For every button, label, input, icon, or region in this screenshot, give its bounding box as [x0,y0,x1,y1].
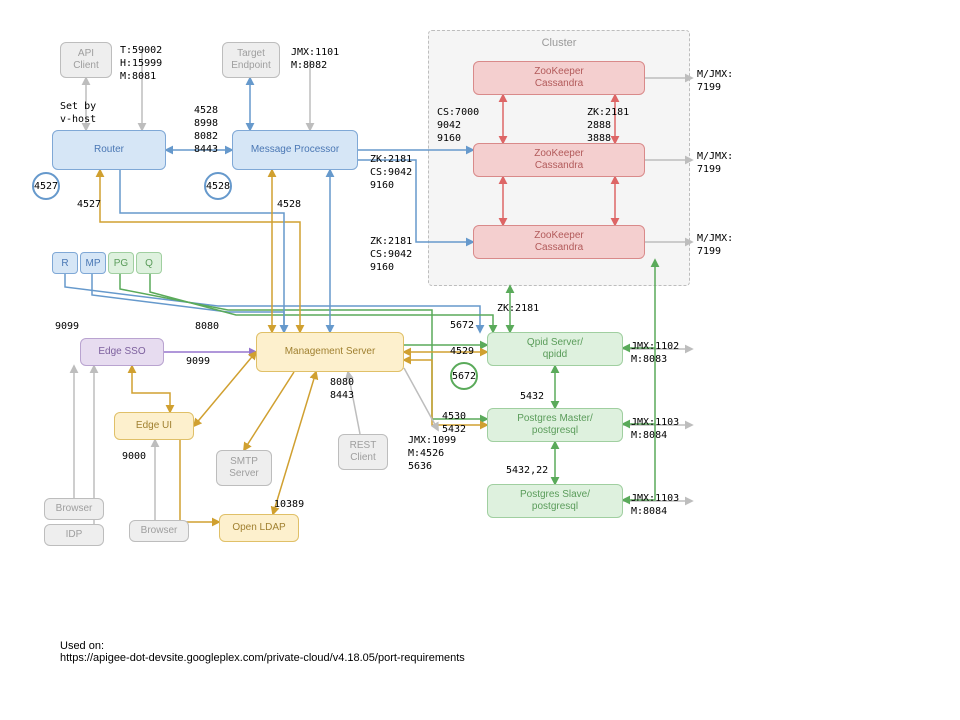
port-label: 9099 [186,355,210,368]
edge [180,440,219,522]
node-label: Edge UI [136,420,172,433]
port-label: 9000 [122,450,146,463]
node-api_client: API Client [60,42,112,78]
loop-label: 4527 [34,180,58,193]
port-label: ZK:2181 CS:9042 9160 [370,153,412,192]
port-label: 5432 [520,390,544,403]
port-label: ZK:2181 2888 3888 [587,106,629,145]
port-label: 4529 [450,345,474,358]
node-label: Browser [56,503,93,516]
node-pgslave: Postgres Slave/ postgresql [487,484,623,518]
node-smtp: SMTP Server [216,450,272,486]
node-router: Router [52,130,166,170]
node-idp: IDP [44,524,104,546]
node-label: ZooKeeper Cassandra [534,148,583,173]
tiny-label: MP [86,258,101,269]
port-label: JMX:1099 M:4526 5636 [408,434,456,473]
port-label: 4530 5432 [442,410,466,436]
node-pgmaster: Postgres Master/ postgresql [487,408,623,442]
port-label: 9099 [55,320,79,333]
node-browser1: Browser [44,498,104,520]
node-label: ZooKeeper Cassandra [534,230,583,255]
node-label: Router [94,144,124,157]
footer-text: Used on: https://apigee-dot-devsite.goog… [60,640,465,664]
tiny-q: Q [136,252,162,274]
node-rest: REST Client [338,434,388,470]
node-label: Browser [141,525,178,538]
node-label: Postgres Slave/ postgresql [520,489,590,514]
tiny-mp: MP [80,252,106,274]
port-label: 8080 8443 [330,376,354,402]
edge [273,372,316,514]
tiny-r: R [52,252,78,274]
tiny-label: PG [114,258,128,269]
node-label: REST Client [350,440,377,465]
node-target_ep: Target Endpoint [222,42,280,78]
tiny-label: Q [145,258,153,269]
port-label: M/JMX: 7199 [697,150,733,176]
port-label: 5432,22 [506,464,548,477]
port-label: JMX:1102 M:8083 [631,340,679,366]
node-zk2: ZooKeeper Cassandra [473,143,645,177]
node-label: Target Endpoint [231,48,270,73]
node-label: ZooKeeper Cassandra [534,66,583,91]
node-label: Message Processor [251,144,339,157]
port-label: Set by v-host [60,100,96,126]
port-label: 4528 8998 8082 8443 [194,104,218,156]
node-label: API Client [73,48,99,73]
edge [120,170,284,332]
node-open_ldap: Open LDAP [219,514,299,542]
node-edge_ui: Edge UI [114,412,194,440]
port-label: M/JMX: 7199 [697,68,733,94]
node-qpid: Qpid Server/ qpidd [487,332,623,366]
node-label: Management Server [285,346,376,359]
tiny-label: R [61,258,68,269]
node-zk3: ZooKeeper Cassandra [473,225,645,259]
port-label: 5672 [450,319,474,332]
loop-label: 4528 [206,180,230,193]
port-label: 4528 [277,198,301,211]
edge [132,366,170,412]
edge [623,260,655,500]
node-label: SMTP Server [229,456,258,481]
node-label: Open LDAP [232,522,285,535]
tiny-pg: PG [108,252,134,274]
port-label: JMX:1101 M:8082 [291,46,339,72]
port-label: 8080 [195,320,219,333]
port-label: JMX:1103 M:8084 [631,416,679,442]
node-msgproc: Message Processor [232,130,358,170]
port-label: CS:7000 9042 9160 [437,106,479,145]
node-browser2: Browser [129,520,189,542]
node-mgmt: Management Server [256,332,404,372]
port-label: 4527 [77,198,101,211]
port-label: ZK:2181 [497,302,539,315]
port-label: T:59002 H:15999 M:8081 [120,44,162,83]
port-label: JMX:1103 M:8084 [631,492,679,518]
node-label: Edge SSO [98,346,145,359]
port-label: 10389 [274,498,304,511]
node-label: Qpid Server/ qpidd [527,337,583,362]
node-label: Postgres Master/ postgresql [517,413,593,438]
port-label: ZK:2181 CS:9042 9160 [370,235,412,274]
node-zk1: ZooKeeper Cassandra [473,61,645,95]
edge [404,368,438,430]
node-label: IDP [66,529,83,542]
loop-label: 5672 [452,370,476,383]
port-label: M/JMX: 7199 [697,232,733,258]
edge [244,372,294,450]
edge [100,170,300,332]
node-edge_sso: Edge SSO [80,338,164,366]
